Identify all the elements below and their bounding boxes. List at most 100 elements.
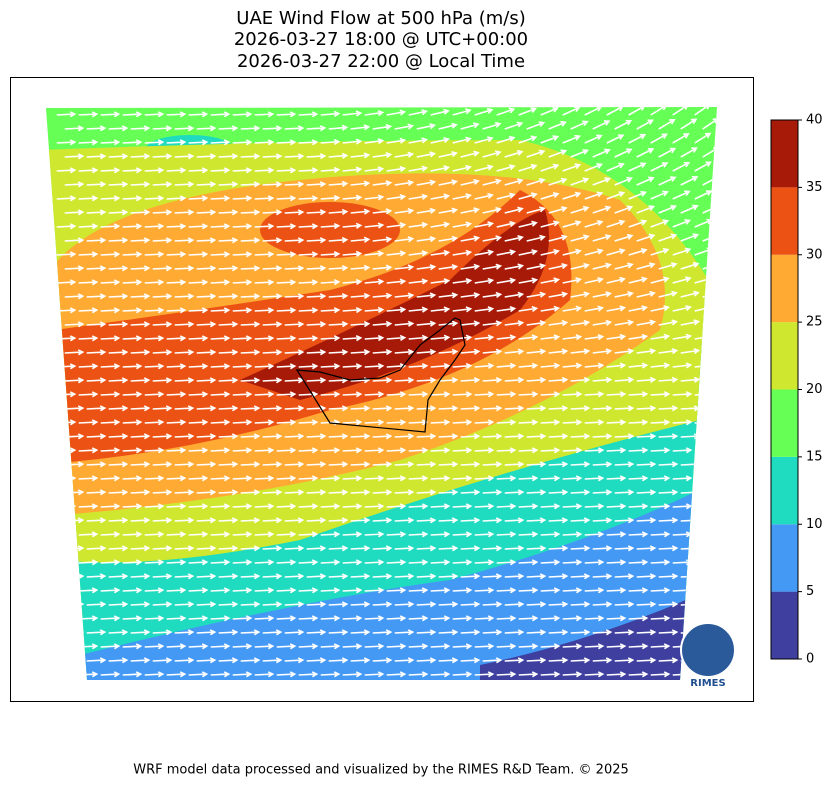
wind-arrow (438, 122, 458, 130)
wind-arrow (56, 111, 77, 118)
wind-arrow (438, 573, 459, 580)
wind-arrow (408, 643, 429, 650)
wind-arrow (232, 559, 253, 566)
wind-arrow (680, 261, 700, 270)
wind-arrow (276, 223, 297, 230)
wind-arrow (584, 559, 605, 566)
wind-arrow (452, 334, 473, 341)
wind-arrow (232, 307, 253, 314)
wind-arrow (240, 433, 261, 440)
wind-arrow (504, 121, 524, 130)
wind-arrow (570, 405, 591, 412)
wind-arrow (166, 447, 187, 454)
wind-arrow (56, 671, 77, 678)
wind-arrow (130, 293, 151, 300)
wind-arrow (174, 601, 195, 608)
wind-arrow (372, 433, 393, 440)
wind-arrow (254, 615, 275, 622)
wind-arrow (196, 657, 217, 664)
wind-arrow (328, 264, 349, 272)
wind-arrow (284, 601, 305, 608)
wind-arrow (614, 119, 633, 130)
wind-arrow (196, 349, 217, 356)
wind-arrow (174, 377, 195, 384)
wind-arrow (438, 179, 458, 186)
wind-arrow (504, 517, 525, 524)
wind-arrow (328, 152, 349, 159)
wind-arrow (188, 503, 209, 510)
wind-arrow (320, 531, 341, 538)
wind-arrow (232, 643, 253, 650)
wind-arrow (570, 657, 591, 664)
wind-arrow (408, 250, 429, 257)
wind-arrow (526, 545, 547, 552)
wind-arrow (562, 391, 583, 398)
wind-arrow (144, 307, 165, 314)
wind-arrow (680, 147, 698, 158)
wind-arrow (86, 265, 107, 272)
colorbar-segment (771, 591, 798, 659)
wind-arrow (430, 362, 451, 370)
wind-arrow (548, 657, 569, 664)
wind-arrow (320, 307, 341, 314)
wind-arrow (152, 433, 173, 440)
wind-arrow (452, 164, 472, 172)
wind-arrow (548, 376, 569, 384)
wind-arrow (298, 671, 319, 678)
wind-arrow (320, 166, 341, 174)
wind-arrow (394, 461, 415, 468)
wind-arrow (482, 178, 502, 186)
wind-arrow (232, 615, 253, 622)
wind-arrow (592, 376, 613, 384)
wind-arrow (606, 503, 627, 510)
wind-arrow (592, 629, 613, 636)
wind-arrow (496, 135, 516, 144)
wind-arrow (504, 489, 525, 496)
wind-arrow (350, 236, 371, 243)
wind-arrow (166, 251, 187, 258)
wind-arrow (628, 305, 649, 312)
wind-arrow (628, 475, 649, 482)
wind-arrow (144, 615, 165, 622)
wind-arrow (394, 377, 415, 384)
wind-arrow (548, 149, 568, 158)
wind-arrow (108, 125, 129, 132)
wind-arrow (100, 307, 121, 314)
wind-arrow (386, 250, 407, 257)
wind-arrow (232, 419, 253, 426)
wind-arrow (328, 461, 349, 468)
wind-arrow (86, 629, 107, 636)
wind-arrow (284, 573, 305, 580)
wind-arrow (628, 276, 648, 284)
wind-arrow (240, 405, 261, 412)
wind-arrow (540, 163, 560, 172)
wind-arrow (108, 405, 129, 412)
wind-arrow (680, 347, 701, 355)
wind-arrow (372, 657, 393, 664)
wind-arrow (606, 191, 626, 200)
wind-arrow (416, 348, 437, 356)
wind-arrow (64, 517, 85, 524)
wind-arrow (650, 643, 671, 650)
wind-arrow (672, 475, 693, 482)
wind-arrow (196, 125, 217, 132)
wind-arrow (416, 377, 437, 384)
wind-arrow (452, 249, 473, 256)
wind-arrow (606, 419, 627, 426)
wind-arrow (636, 233, 656, 242)
wind-arrow (430, 447, 451, 454)
wind-arrow (518, 135, 538, 144)
wind-arrow (650, 107, 668, 116)
wind-arrow (474, 221, 494, 228)
wind-arrow (342, 194, 363, 201)
wind-arrow (394, 179, 415, 186)
wind-arrow (328, 349, 349, 356)
wind-arrow (130, 237, 151, 244)
wind-arrow (482, 320, 503, 327)
wind-arrow (350, 433, 371, 440)
wind-arrow (130, 489, 151, 496)
wind-arrow (342, 643, 363, 650)
wind-arrow (518, 503, 539, 510)
wind-arrow (240, 209, 261, 216)
